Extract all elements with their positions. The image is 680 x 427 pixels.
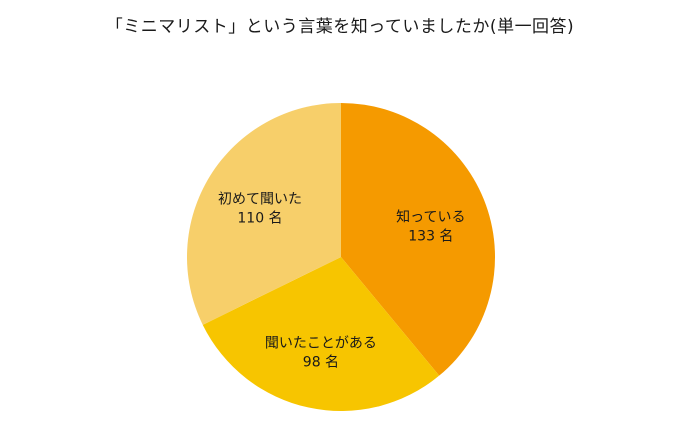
slice-label-1: 聞いたことがある	[265, 335, 377, 351]
pie-slice-1	[202, 257, 440, 411]
slice-value-2: 110 名	[237, 210, 282, 226]
slice-label-0: 知っている	[396, 209, 465, 226]
pie-slices	[187, 103, 496, 411]
slice-value-1: 98 名	[303, 354, 339, 370]
slice-label-2: 初めて聞いた	[218, 190, 302, 207]
slice-value-0: 133 名	[408, 229, 453, 245]
chart-title: 「ミニマリスト」という言葉を知っていましたか(単一回答)	[105, 17, 575, 37]
pie-slice-0	[341, 103, 496, 376]
pie-slice-2	[187, 103, 341, 325]
